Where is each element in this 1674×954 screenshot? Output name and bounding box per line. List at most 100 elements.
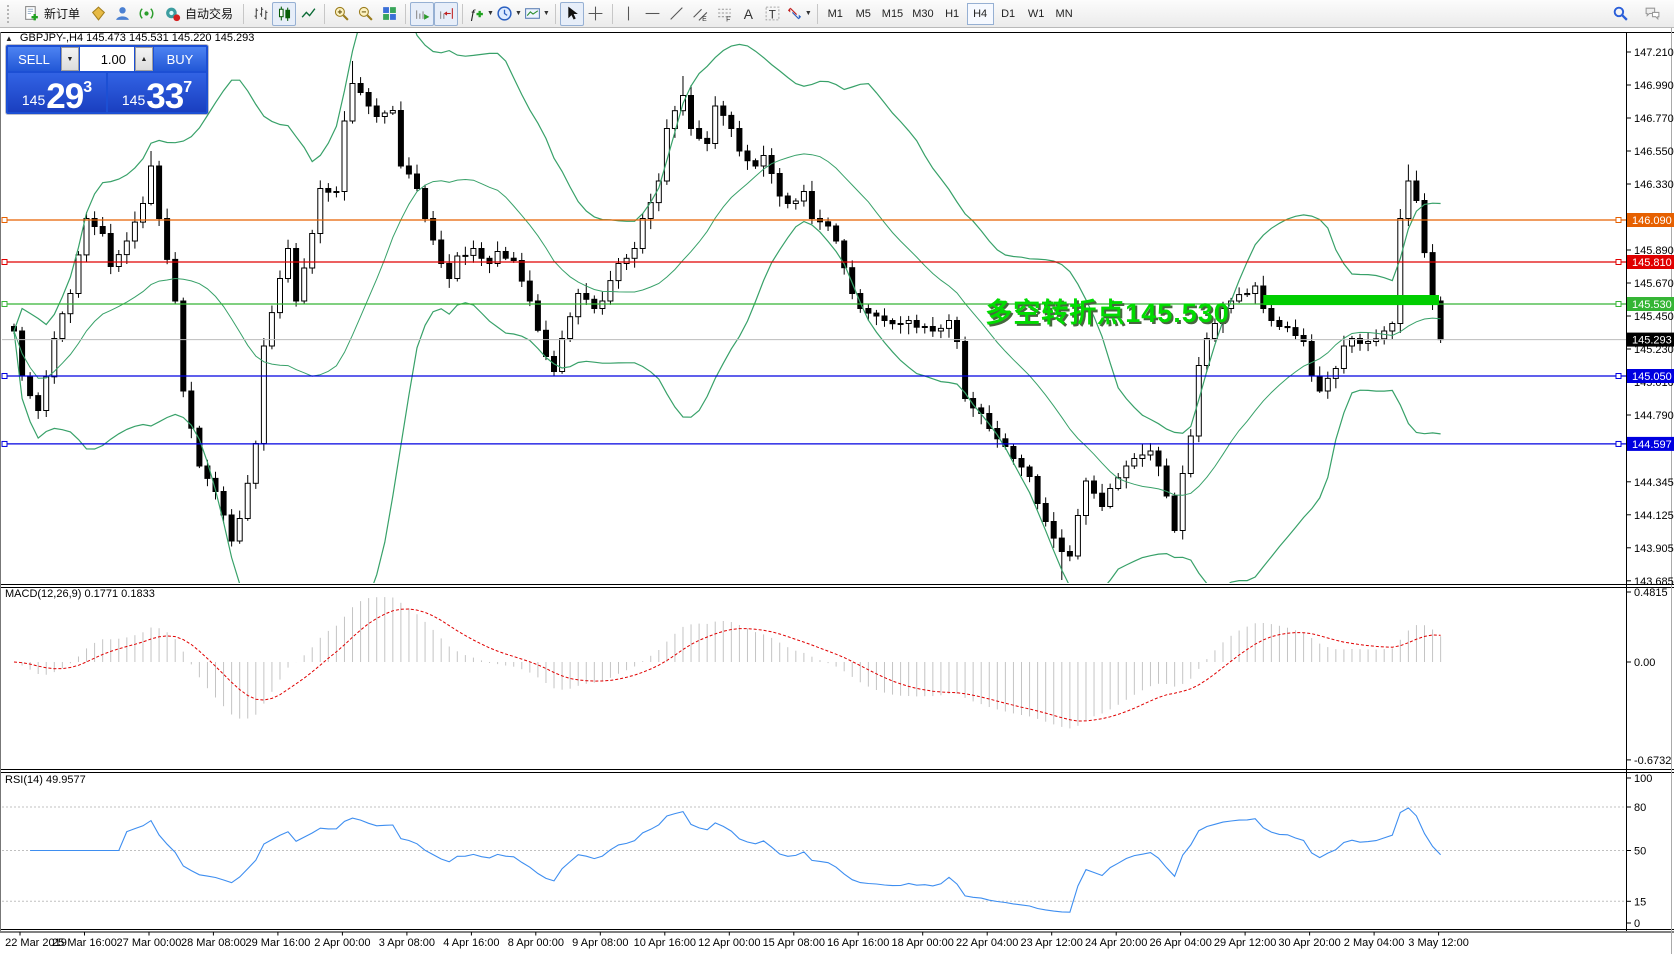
gold-tool-button[interactable]	[86, 2, 110, 26]
timeframe-button-h4[interactable]: H4	[966, 2, 994, 25]
signals-button[interactable]	[134, 2, 158, 26]
svg-text:29 Mar 16:00: 29 Mar 16:00	[246, 937, 311, 949]
zoom-out-button[interactable]	[353, 2, 377, 26]
svg-text:9 Apr 08:00: 9 Apr 08:00	[572, 937, 628, 949]
auto-scroll-button[interactable]	[410, 1, 435, 26]
svg-text:26 Apr 04:00: 26 Apr 04:00	[1149, 937, 1211, 949]
timeframe-button-m5[interactable]: M5	[855, 7, 871, 20]
candlestick-mode-button[interactable]	[272, 1, 297, 26]
horizontal-line-icon	[645, 12, 660, 15]
dropdown-caret: ▼	[542, 10, 550, 17]
volume-decrease-button[interactable]: ▼	[61, 47, 79, 71]
timeframe-button-m1[interactable]: M1	[827, 7, 843, 20]
equidistant-channel-icon: E	[693, 8, 708, 22]
volume-increase-button[interactable]: ▲	[135, 47, 153, 71]
timeframe-button-m15[interactable]: M15	[881, 7, 904, 20]
volume-input[interactable]: 1.00	[80, 47, 134, 71]
sell-price-sup: 3	[83, 79, 93, 96]
sell-price-tile[interactable]: 145 29 3	[8, 73, 106, 114]
profile-icon	[115, 7, 129, 20]
svg-text:15: 15	[1634, 896, 1646, 908]
svg-text:3 Apr 08:00: 3 Apr 08:00	[379, 937, 435, 949]
fibonacci-tool-button[interactable]: F	[713, 2, 737, 26]
timeframe-button-w1[interactable]: W1	[1027, 7, 1045, 20]
ohlc-bars-icon	[254, 7, 267, 20]
arrows-tool-button[interactable]: ▼	[785, 2, 813, 26]
svg-text:多空转折点145.530: 多空转折点145.530	[985, 297, 1230, 328]
chart-shift-icon	[439, 8, 453, 19]
profile-button[interactable]	[110, 2, 134, 26]
channel-tool-button[interactable]: E	[689, 2, 713, 26]
buy-price-big: 33	[146, 77, 184, 116]
trendline-tool-button[interactable]	[665, 2, 689, 26]
svg-text:T: T	[769, 8, 776, 21]
autotrading-icon	[166, 7, 181, 22]
dropdown-caret: ▼	[487, 10, 494, 17]
svg-text:144.125: 144.125	[1634, 510, 1674, 522]
svg-text:145.810: 145.810	[1632, 257, 1672, 269]
svg-text:145.890: 145.890	[1634, 245, 1674, 257]
svg-text:0: 0	[1634, 918, 1640, 930]
toolbar-drag-handle[interactable]	[7, 4, 14, 23]
svg-text:50: 50	[1634, 846, 1646, 858]
crosshair-tool-button[interactable]	[584, 2, 608, 26]
price-chart[interactable]: 多空转折点145.530多空转折点145.530147.210146.99014…	[0, 28, 1674, 954]
fibonacci-icon: F	[718, 8, 732, 22]
bar-chart-mode-button[interactable]	[248, 2, 272, 26]
text-tool-button[interactable]: A	[737, 2, 761, 26]
templates-button[interactable]: ▼	[523, 2, 551, 26]
svg-text:146.770: 146.770	[1634, 113, 1674, 125]
timeframe-button-h1[interactable]: H1	[945, 7, 960, 20]
svg-text:2 Apr 00:00: 2 Apr 00:00	[314, 937, 370, 949]
chart-title: ▲ GBPJPY-,H4 145.473 145.531 145.220 145…	[5, 32, 254, 44]
one-click-trading-panel: SELL ▼ 1.00 ▲ BUY 145 29 3 145 33 7	[6, 45, 208, 114]
panel-collapse-arrow[interactable]: ▲	[5, 33, 13, 43]
buy-price-tile[interactable]: 145 33 7	[108, 73, 206, 116]
chart-shift-button[interactable]	[434, 1, 459, 26]
indicators-button[interactable]: ƒ ▼	[467, 2, 495, 26]
cursor-tool-button[interactable]	[559, 1, 584, 26]
trade-panel-row-prices: 145 29 3 145 33 7	[8, 73, 206, 116]
timeframe-button-m30[interactable]: M30	[912, 7, 934, 20]
svg-text:146.330: 146.330	[1634, 179, 1674, 191]
sell-button[interactable]: SELL	[8, 47, 60, 71]
zoom-in-icon	[334, 6, 349, 21]
zoom-out-icon	[358, 6, 373, 21]
gold-diamond-icon	[91, 6, 105, 21]
tile-windows-button[interactable]	[377, 2, 401, 26]
svg-text:147.210: 147.210	[1634, 47, 1674, 59]
text-label-tool-button[interactable]: T	[761, 2, 785, 26]
svg-text:144.597: 144.597	[1632, 439, 1672, 451]
text-tool-icon: A	[744, 6, 754, 22]
auto-scroll-icon	[415, 10, 429, 20]
toolbar-separator	[462, 3, 464, 24]
timeframe-button-d1[interactable]: D1	[1001, 7, 1016, 20]
vertical-line-tool-button[interactable]	[617, 2, 641, 26]
periods-button[interactable]: ▼	[495, 2, 523, 26]
autotrading-button[interactable]: 自动交易	[158, 2, 239, 26]
svg-text:145.293: 145.293	[1632, 335, 1672, 347]
chat-bubbles-icon	[1645, 7, 1659, 21]
clock-icon	[497, 6, 512, 21]
timeframe-group: M1 M5 M15 M30 H1 H4 D1 W1 MN	[822, 2, 1078, 25]
svg-text:30 Apr 20:00: 30 Apr 20:00	[1278, 937, 1340, 949]
svg-text:23 Apr 12:00: 23 Apr 12:00	[1020, 937, 1082, 949]
line-chart-mode-button[interactable]	[296, 2, 320, 26]
svg-text:25 Mar 16:00: 25 Mar 16:00	[52, 937, 117, 949]
new-order-button[interactable]: 新订单	[17, 2, 86, 26]
svg-text:12 Apr 00:00: 12 Apr 00:00	[698, 937, 760, 949]
macd-indicator-label: MACD(12,26,9) 0.1771 0.1833	[5, 588, 155, 600]
timeframe-button-mn[interactable]: MN	[1055, 7, 1073, 20]
toolbar-separator	[324, 3, 326, 24]
new-order-icon	[25, 6, 38, 21]
svg-text:145.050: 145.050	[1632, 371, 1672, 383]
buy-button[interactable]: BUY	[154, 47, 206, 71]
svg-text:22 Apr 04:00: 22 Apr 04:00	[956, 937, 1018, 949]
horizontal-line-tool-button[interactable]	[641, 2, 665, 26]
svg-text:143.685: 143.685	[1634, 576, 1674, 588]
rsi-indicator-label: RSI(14) 49.9577	[5, 774, 86, 786]
search-button[interactable]	[1608, 2, 1632, 26]
chat-button[interactable]	[1640, 2, 1664, 26]
zoom-in-button[interactable]	[329, 2, 353, 26]
svg-text:145.530: 145.530	[1632, 299, 1672, 311]
